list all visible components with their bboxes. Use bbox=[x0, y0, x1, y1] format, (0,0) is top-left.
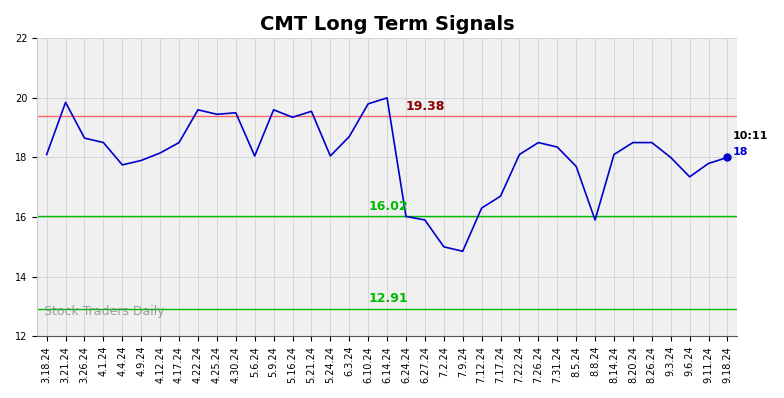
Text: 12.91: 12.91 bbox=[368, 293, 408, 306]
Text: 10:11: 10:11 bbox=[733, 131, 768, 141]
Title: CMT Long Term Signals: CMT Long Term Signals bbox=[260, 15, 514, 34]
Text: Stock Traders Daily: Stock Traders Daily bbox=[44, 305, 165, 318]
Text: 19.38: 19.38 bbox=[406, 100, 445, 113]
Text: 16.02: 16.02 bbox=[368, 200, 408, 213]
Text: 18: 18 bbox=[733, 148, 749, 158]
